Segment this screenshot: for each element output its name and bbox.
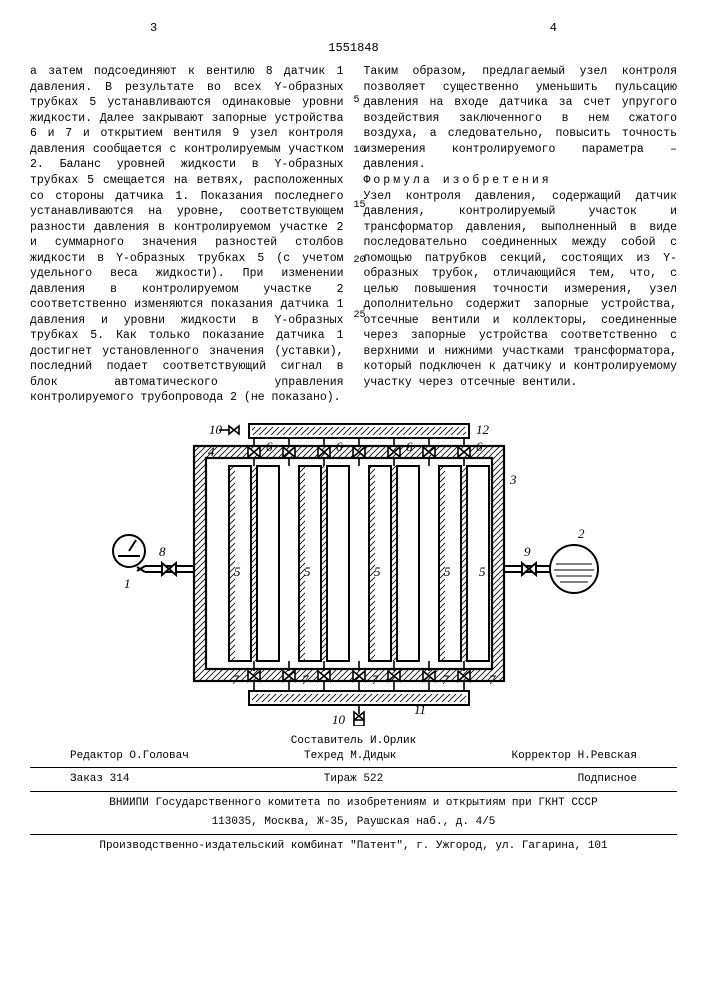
svg-text:3: 3 bbox=[509, 472, 517, 487]
top-collector-hatch bbox=[252, 427, 466, 435]
claims-title: Формула изобретения bbox=[364, 173, 678, 189]
credits-block: Составитель И.Орлик Редактор О.Головач Т… bbox=[30, 734, 677, 764]
svg-text:5: 5 bbox=[374, 564, 381, 579]
margin-5: 5 bbox=[354, 94, 360, 108]
tirazh-num: 522 bbox=[363, 773, 383, 785]
svg-text:7: 7 bbox=[372, 672, 379, 687]
tirazh-label: Тираж bbox=[324, 773, 357, 785]
figure-svg: 1 2 3 4 5 5 5 5 5 6 6 6 6 7 7 7 7 7 8 9 … bbox=[104, 416, 604, 726]
margin-25: 25 bbox=[354, 309, 366, 323]
editor-label: Редактор bbox=[70, 750, 123, 762]
techred-name: М.Дидык bbox=[350, 750, 396, 762]
svg-text:10: 10 bbox=[332, 712, 346, 726]
footer-2: 113035, Москва, Ж-35, Раушская наб., д. … bbox=[30, 815, 677, 830]
svg-text:6: 6 bbox=[406, 439, 413, 454]
svg-text:7: 7 bbox=[302, 672, 309, 687]
text-columns: а затем подсоединяют к вентилю 8 датчик … bbox=[30, 64, 677, 405]
svg-text:1: 1 bbox=[124, 576, 131, 591]
svg-text:7: 7 bbox=[489, 672, 496, 687]
figure-diagram: 1 2 3 4 5 5 5 5 5 6 6 6 6 7 7 7 7 7 8 9 … bbox=[30, 416, 677, 726]
order-num: 314 bbox=[110, 773, 130, 785]
margin-15: 15 bbox=[354, 199, 366, 213]
page-num-right: 4 bbox=[550, 20, 557, 36]
order-label: Заказ bbox=[70, 773, 103, 785]
page-num-left: 3 bbox=[150, 20, 157, 36]
left-branch bbox=[113, 535, 194, 575]
order-row: Заказ 314 Тираж 522 Подписное bbox=[30, 772, 677, 787]
svg-text:5: 5 bbox=[234, 564, 241, 579]
svg-text:12: 12 bbox=[476, 422, 490, 437]
corrector-name: Н.Ревская bbox=[578, 750, 637, 762]
svg-text:10: 10 bbox=[209, 422, 223, 437]
svg-text:9: 9 bbox=[524, 544, 531, 559]
svg-text:8: 8 bbox=[159, 544, 166, 559]
svg-text:6: 6 bbox=[336, 439, 343, 454]
footer-3: Производственно-издательский комбинат "П… bbox=[30, 839, 677, 854]
divider-3 bbox=[30, 834, 677, 835]
subscription: Подписное bbox=[578, 772, 637, 787]
bottom-collector-hatch bbox=[252, 694, 466, 702]
doc-number: 1551848 bbox=[30, 40, 677, 56]
svg-text:6: 6 bbox=[266, 439, 273, 454]
svg-text:2: 2 bbox=[578, 526, 585, 541]
valve-10-bottom bbox=[354, 705, 364, 726]
svg-text:5: 5 bbox=[479, 564, 486, 579]
margin-10: 10 bbox=[354, 144, 366, 158]
right-column: Таким образом, предлагаемый узел контрол… bbox=[364, 64, 678, 405]
divider-1 bbox=[30, 767, 677, 768]
compiler-label: Составитель bbox=[291, 735, 364, 747]
svg-text:7: 7 bbox=[232, 672, 239, 687]
corrector-label: Корректор bbox=[512, 750, 571, 762]
svg-text:11: 11 bbox=[414, 702, 426, 717]
techred-label: Техред bbox=[304, 750, 344, 762]
svg-text:7: 7 bbox=[442, 672, 449, 687]
right-p2: Узел контроля давления, содержащий датчи… bbox=[364, 189, 678, 391]
svg-text:5: 5 bbox=[444, 564, 451, 579]
divider-2 bbox=[30, 791, 677, 792]
left-text: а затем подсоединяют к вентилю 8 датчик … bbox=[30, 64, 344, 405]
svg-text:5: 5 bbox=[304, 564, 311, 579]
editor-name: О.Головач bbox=[129, 750, 188, 762]
svg-text:4: 4 bbox=[208, 444, 215, 459]
right-branch bbox=[504, 545, 598, 593]
footer-1: ВНИИПИ Государственного комитета по изоб… bbox=[30, 796, 677, 811]
valve-10-top bbox=[219, 426, 239, 434]
right-p1: Таким образом, предлагаемый узел контрол… bbox=[364, 64, 678, 173]
left-column: а затем подсоединяют к вентилю 8 датчик … bbox=[30, 64, 344, 405]
compiler-name: И.Орлик bbox=[370, 735, 416, 747]
svg-text:6: 6 bbox=[476, 439, 483, 454]
margin-20: 20 bbox=[354, 254, 366, 268]
